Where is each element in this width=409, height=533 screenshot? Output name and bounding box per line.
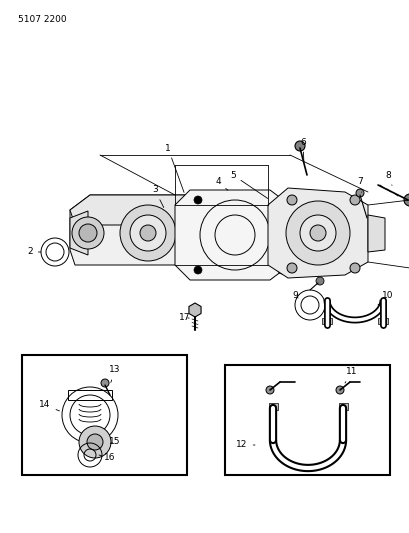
Circle shape [335, 386, 343, 394]
Circle shape [309, 225, 325, 241]
Polygon shape [367, 215, 384, 252]
Circle shape [139, 225, 155, 241]
Text: 14: 14 [39, 400, 59, 411]
Circle shape [277, 196, 285, 204]
Bar [338, 403, 347, 410]
Circle shape [286, 263, 296, 273]
Polygon shape [189, 303, 200, 317]
Circle shape [294, 141, 304, 151]
Polygon shape [70, 211, 88, 255]
Text: 4: 4 [215, 177, 227, 190]
Polygon shape [267, 188, 367, 278]
Bar [268, 403, 277, 410]
Circle shape [265, 386, 273, 394]
Circle shape [120, 205, 175, 261]
Circle shape [285, 201, 349, 265]
Bar [22, 355, 187, 475]
Text: 8: 8 [384, 171, 391, 185]
Circle shape [130, 215, 166, 251]
Text: 1: 1 [165, 143, 184, 192]
Bar [321, 318, 331, 324]
Circle shape [286, 195, 296, 205]
Circle shape [315, 277, 323, 285]
Text: 5107 2200: 5107 2200 [18, 15, 67, 24]
Text: 5: 5 [229, 171, 267, 198]
Circle shape [41, 238, 69, 266]
Circle shape [277, 266, 285, 274]
Circle shape [193, 266, 202, 274]
Circle shape [87, 434, 103, 450]
Text: 7: 7 [356, 177, 362, 192]
Text: 6: 6 [299, 138, 305, 162]
Polygon shape [70, 195, 200, 265]
Bar [377, 318, 387, 324]
Text: 9: 9 [291, 290, 297, 300]
Text: 16: 16 [99, 454, 115, 463]
Circle shape [46, 243, 64, 261]
Circle shape [355, 189, 363, 197]
Text: 15: 15 [109, 438, 121, 447]
Polygon shape [70, 195, 200, 225]
Circle shape [349, 195, 359, 205]
Circle shape [349, 263, 359, 273]
Circle shape [79, 426, 111, 458]
Bar [225, 365, 389, 475]
Circle shape [299, 215, 335, 251]
Circle shape [79, 224, 97, 242]
Circle shape [403, 194, 409, 206]
Polygon shape [184, 210, 200, 265]
Circle shape [193, 196, 202, 204]
Text: 11: 11 [344, 367, 357, 383]
Circle shape [101, 379, 109, 387]
Text: 3: 3 [152, 185, 163, 207]
Text: 17: 17 [179, 313, 190, 322]
Text: 2: 2 [27, 247, 41, 256]
Text: 13: 13 [109, 366, 121, 382]
Polygon shape [175, 190, 289, 280]
Text: 12: 12 [236, 440, 254, 449]
Text: 10: 10 [377, 290, 393, 305]
Circle shape [72, 217, 104, 249]
